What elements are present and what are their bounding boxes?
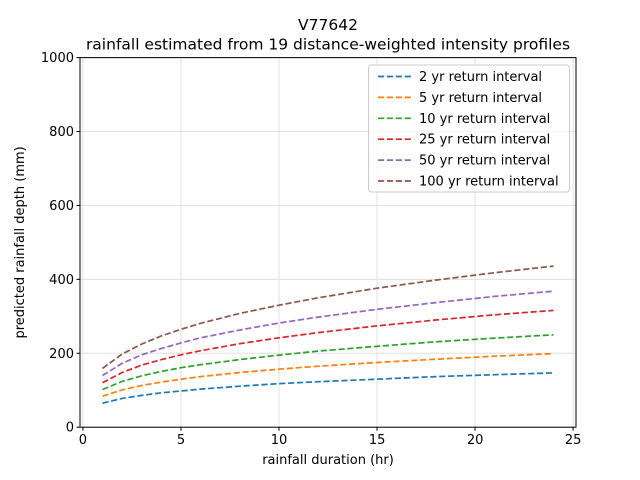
- y-tick-label: 200: [49, 347, 74, 362]
- y-tick-labels: 0 200 400 600 800 1000: [41, 51, 74, 436]
- legend-item: 50 yr return interval: [378, 154, 550, 169]
- legend-item: 25 yr return interval: [378, 133, 550, 148]
- x-tick-label: 20: [467, 433, 484, 448]
- y-tick-label: 400: [49, 273, 74, 288]
- x-tick-labels: 0 5 10 15 20 25: [79, 433, 582, 448]
- series-lines: [101, 265, 554, 405]
- series-line-10yr: [102, 333, 554, 391]
- series-line-2yr: [102, 372, 554, 405]
- tick-marks: [76, 57, 574, 431]
- y-tick-label: 800: [49, 125, 74, 140]
- plot-frame: [79, 57, 577, 428]
- legend-item: 5 yr return interval: [378, 91, 542, 106]
- series-line-25yr: [102, 309, 554, 384]
- legend: 2 yr return interval 5 yr return interva…: [368, 64, 570, 193]
- x-tick-label: 15: [369, 433, 386, 448]
- legend-item: 10 yr return interval: [378, 112, 550, 127]
- series-line-5yr: [102, 352, 554, 398]
- legend-box: [368, 64, 570, 193]
- x-tick-label: 10: [271, 433, 288, 448]
- y-axis-label: predicted rainfall depth (mm): [13, 146, 28, 338]
- y-tick-label: 1000: [41, 51, 74, 66]
- legend-item-label: 2 yr return interval: [419, 70, 542, 85]
- legend-item-label: 10 yr return interval: [419, 112, 550, 127]
- legend-item-label: 5 yr return interval: [419, 91, 542, 106]
- legend-item-label: 50 yr return interval: [419, 154, 550, 169]
- legend-item: 2 yr return interval: [378, 70, 542, 85]
- series-line-100yr: [101, 265, 554, 370]
- x-tick-label: 25: [565, 433, 582, 448]
- x-axis-label: rainfall duration (hr): [262, 453, 394, 468]
- x-tick-label: 0: [79, 433, 87, 448]
- y-tick-label: 600: [49, 199, 74, 214]
- y-tick-label: 0: [66, 421, 74, 436]
- series-line-50yr: [102, 290, 554, 377]
- figure-title: V77642: [298, 16, 358, 34]
- x-tick-label: 5: [177, 433, 185, 448]
- legend-item-label: 100 yr return interval: [419, 175, 559, 190]
- legend-item-label: 25 yr return interval: [419, 133, 550, 148]
- legend-item: 100 yr return interval: [378, 175, 559, 190]
- figure-subtitle: rainfall estimated from 19 distance-weig…: [86, 36, 570, 54]
